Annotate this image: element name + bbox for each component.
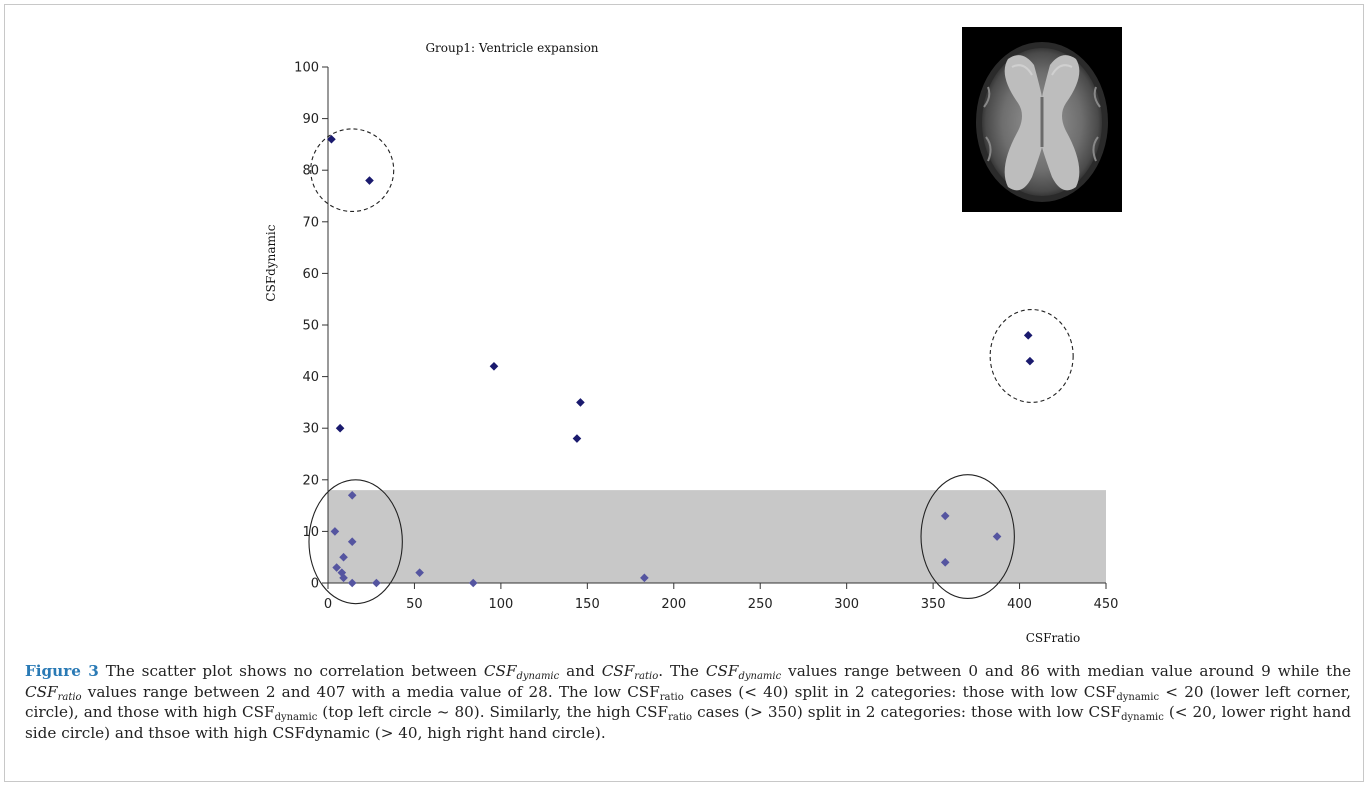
y-tick-label: 50 bbox=[302, 319, 319, 334]
figure-caption: Figure 3 The scatter plot shows no corre… bbox=[25, 661, 1351, 743]
x-tick-label: 0 bbox=[324, 597, 332, 612]
y-tick-label: 70 bbox=[302, 215, 319, 230]
data-point bbox=[940, 558, 950, 567]
dashed-circle-annotation bbox=[310, 128, 395, 213]
data-point bbox=[415, 568, 424, 577]
data-point bbox=[468, 578, 478, 588]
highlight-band bbox=[328, 490, 1106, 583]
caption-text: . The bbox=[658, 662, 706, 680]
data-point bbox=[339, 552, 348, 562]
mri-brain-image bbox=[962, 27, 1122, 212]
data-point bbox=[339, 573, 348, 583]
x-tick-label: 300 bbox=[834, 597, 859, 612]
caption-text: cases (< 40) split in 2 categories: thos… bbox=[683, 682, 1117, 701]
csf-dynamic-term: CSFdynamic bbox=[483, 662, 560, 682]
data-point bbox=[489, 361, 499, 371]
subscript: dynamic bbox=[1116, 691, 1160, 703]
y-tick-label: 60 bbox=[302, 267, 319, 282]
data-point bbox=[992, 532, 1002, 541]
y-tick-label: 20 bbox=[302, 473, 319, 488]
data-point bbox=[1023, 331, 1033, 340]
chart-title: Group1: Ventricle expansion bbox=[425, 41, 598, 55]
data-point bbox=[347, 537, 357, 547]
x-tick-label: 50 bbox=[406, 597, 423, 612]
x-tick-label: 450 bbox=[1094, 597, 1119, 612]
data-point bbox=[335, 423, 345, 433]
data-point bbox=[1025, 356, 1035, 366]
subscript: ratio bbox=[668, 712, 693, 723]
subscript: dynamic bbox=[1121, 712, 1164, 723]
data-point bbox=[347, 578, 357, 588]
data-point bbox=[572, 434, 582, 443]
x-tick-label: 250 bbox=[748, 597, 773, 612]
y-tick-label: 10 bbox=[302, 525, 319, 540]
caption-text: The scatter plot shows no correlation be… bbox=[98, 662, 484, 680]
data-point bbox=[347, 490, 357, 500]
caption-text: (top left circle ~ 80). Similarly, the h… bbox=[317, 703, 669, 721]
subscript: ratio bbox=[659, 691, 684, 703]
figure-label: Figure 3 bbox=[25, 662, 99, 680]
data-point bbox=[332, 563, 341, 572]
x-tick-label: 150 bbox=[575, 597, 600, 612]
caption-text: cases (> 350) split in 2 categories: tho… bbox=[692, 703, 1122, 721]
y-tick-label: 0 bbox=[311, 577, 319, 592]
csf-dynamic-term: CSFdynamic bbox=[705, 662, 782, 682]
y-tick-label: 40 bbox=[302, 370, 319, 385]
x-tick-label: 400 bbox=[1007, 597, 1032, 612]
x-tick-label: 100 bbox=[488, 597, 513, 612]
data-point bbox=[365, 176, 374, 185]
x-axis-label: CSFratio bbox=[1026, 631, 1081, 645]
data-point bbox=[640, 573, 649, 583]
csf-ratio-term: CSFratio bbox=[25, 682, 82, 703]
data-point bbox=[372, 578, 381, 588]
x-tick-label: 200 bbox=[661, 597, 686, 612]
caption-text: values range between 2 and 407 with a me… bbox=[81, 682, 660, 701]
x-tick-label: 350 bbox=[921, 597, 946, 612]
data-point bbox=[576, 398, 585, 407]
figure-container: 0 10 20 30 40 50 60 70 80 90 100 0 50 100 150 200 250 300… bbox=[4, 4, 1364, 782]
y-axis-label: CSFdynamic bbox=[264, 224, 278, 301]
csf-ratio-term: CSFratio bbox=[601, 662, 659, 682]
y-tick-label: 100 bbox=[294, 61, 319, 76]
solid-circle-annotation bbox=[920, 474, 1015, 600]
y-tick-label: 30 bbox=[302, 422, 319, 437]
caption-text: (< 20, lower right hand side circle) and… bbox=[25, 703, 1351, 742]
dashed-circle-annotation bbox=[989, 308, 1074, 403]
caption-text: values range between 0 and 86 with media… bbox=[781, 662, 1352, 680]
solid-circle-annotation bbox=[308, 479, 403, 605]
caption-text: < 20 (lower left corner, circle), and th… bbox=[25, 682, 1351, 722]
data-point bbox=[940, 511, 950, 521]
y-tick-label: 90 bbox=[302, 112, 319, 127]
caption-text: and bbox=[559, 662, 602, 680]
subscript: dynamic bbox=[274, 712, 318, 723]
